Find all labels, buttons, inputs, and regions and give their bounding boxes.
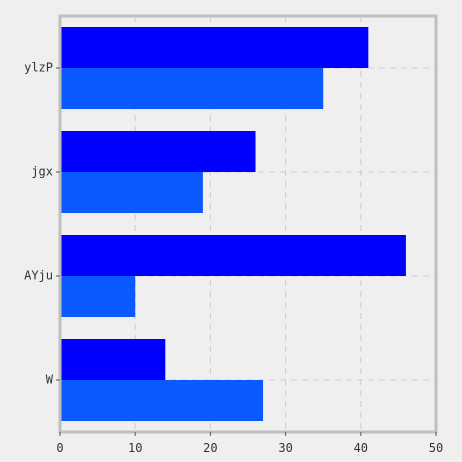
category-label: AYju — [24, 269, 53, 283]
bar-AYju-series-1 — [60, 235, 406, 276]
category-label: W — [46, 373, 54, 387]
x-tick-label: 20 — [203, 441, 217, 455]
bar-ylzP-series-1 — [60, 27, 369, 68]
x-tick-label: 30 — [278, 441, 292, 455]
ticks: 0 10 20 30 40 50 ylzP jgx AYju W — [24, 61, 443, 455]
bar-AYju-series-2 — [60, 276, 136, 317]
x-tick-label: 10 — [128, 441, 142, 455]
bar-jgx-series-1 — [60, 131, 256, 172]
bar-W-series-2 — [60, 380, 264, 421]
bar-W-series-1 — [60, 339, 166, 380]
category-label: ylzP — [24, 61, 53, 75]
bar-ylzP-series-2 — [60, 68, 324, 109]
bars — [60, 27, 406, 421]
x-tick-label: 50 — [429, 441, 443, 455]
plot-frame — [58, 14, 438, 434]
bar-jgx-series-2 — [60, 172, 203, 213]
x-tick-label: 0 — [56, 441, 63, 455]
x-tick-label: 40 — [354, 441, 368, 455]
category-label: jgx — [31, 165, 53, 179]
